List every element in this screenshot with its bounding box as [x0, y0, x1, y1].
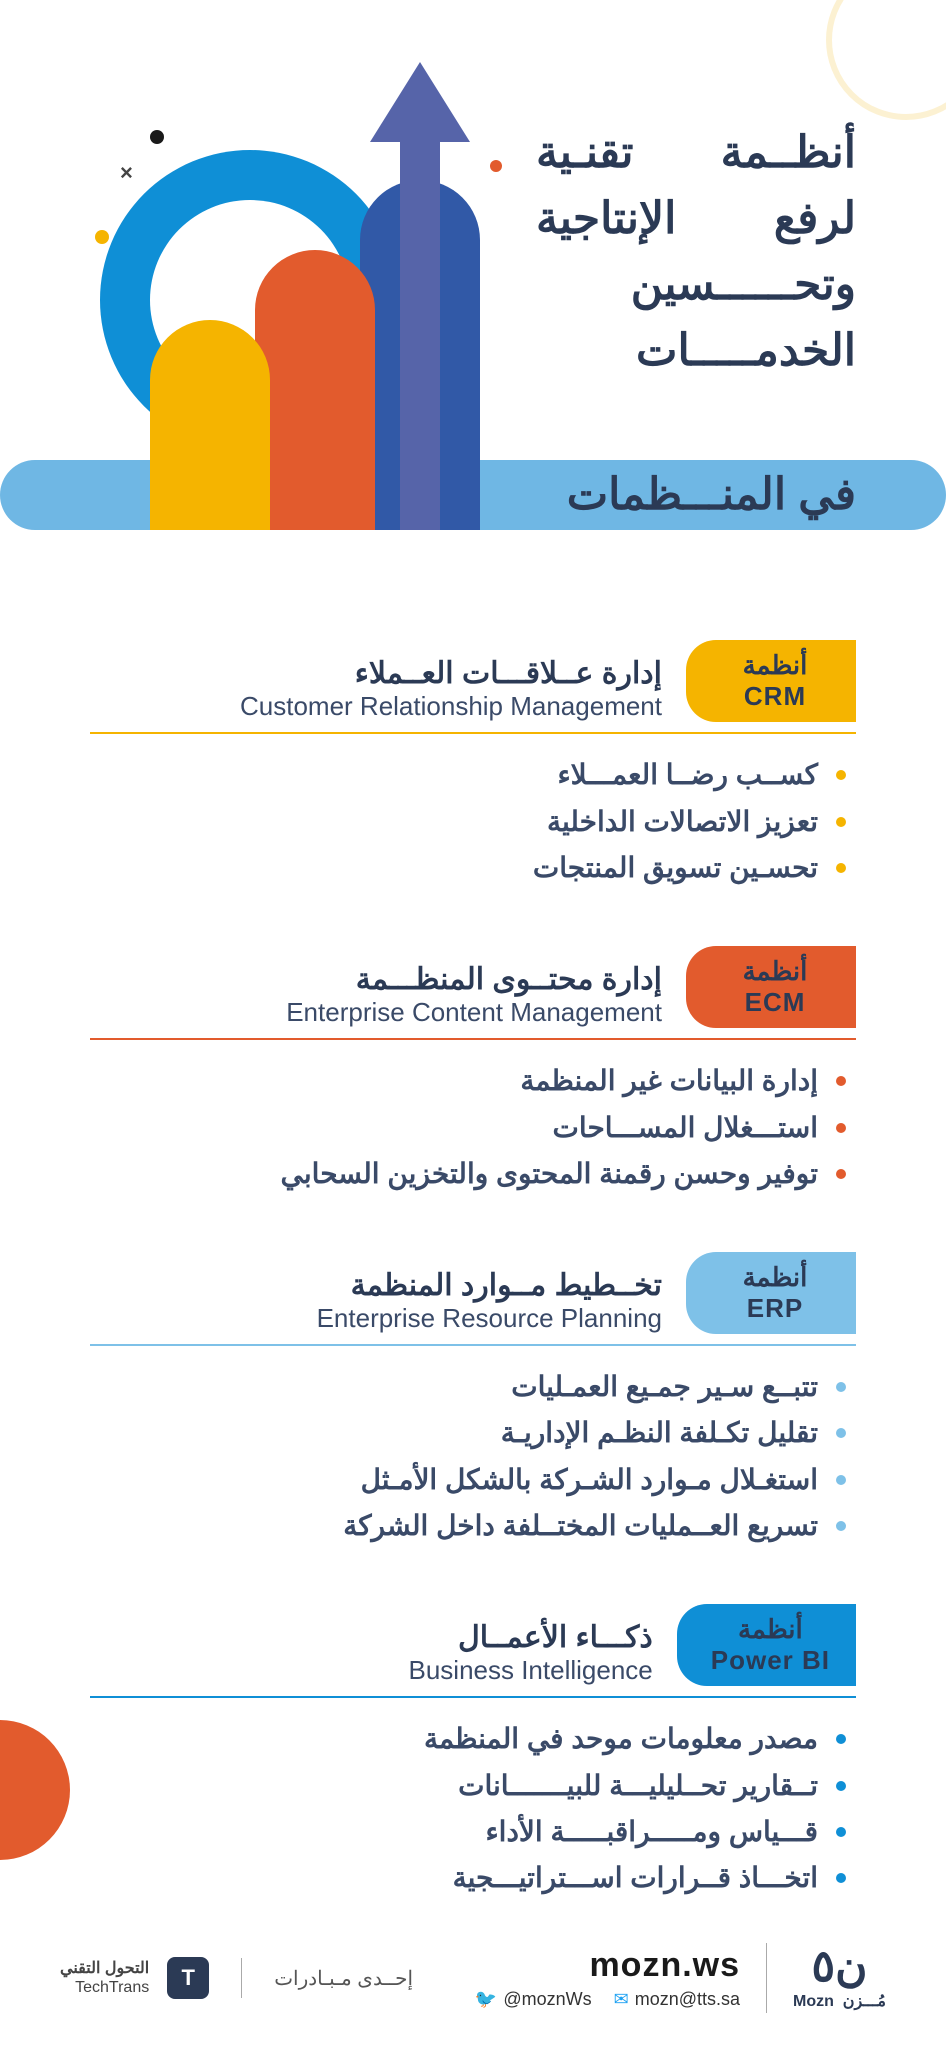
sections: أنظمة CRM إدارة عــلاقـــات العــملاء Cu… — [0, 640, 946, 1956]
decor-dot — [490, 160, 502, 172]
section-title-ar: إدارة محتــوى المنظـــمة — [90, 962, 662, 997]
pill-ar: أنظمة — [711, 1614, 830, 1645]
bullet-item: استـــغلال المســـاحات — [90, 1105, 846, 1151]
pill-en: Power BI — [711, 1645, 830, 1676]
section-header: أنظمة Power BI ذكـــاء الأعمــال Busines… — [90, 1604, 856, 1698]
hero-chart: × — [80, 90, 510, 530]
section-header: أنظمة ERP تخــطيط مــوارد المنظمة Enterp… — [90, 1252, 856, 1346]
techtrans-label: التحول التقني TechTrans — [60, 1959, 149, 1997]
title-line: الخدمـــــات — [536, 318, 856, 384]
section: أنظمة CRM إدارة عــلاقـــات العــملاء Cu… — [90, 640, 856, 891]
bullet-item: اتخـــاذ قــرارات اســـتراتيـــجية — [90, 1855, 846, 1901]
bullet-item: تقليل تكـلفة النظـم الإداريـة — [90, 1410, 846, 1456]
section-title: تخــطيط مــوارد المنظمة Enterprise Resou… — [90, 1268, 662, 1334]
section-pill: أنظمة ERP — [686, 1252, 856, 1334]
chart-bar-2 — [255, 250, 375, 530]
pill-ar: أنظمة — [720, 1262, 830, 1293]
bullet-item: استغـلال مـوارد الشـركة بالشكل الأمـثل — [90, 1457, 846, 1503]
footer-divider — [766, 1943, 767, 2013]
bullet-item: إدارة البيانات غير المنظمة — [90, 1058, 846, 1104]
section-title-en: Business Intelligence — [90, 1655, 653, 1686]
section: أنظمة Power BI ذكـــاء الأعمــال Busines… — [90, 1604, 856, 1901]
bullet-item: تسريع العــمليات المختــلفة داخل الشركة — [90, 1503, 846, 1549]
section-bullets: مصدر معلومات موحد في المنظمةتــقارير تحـ… — [90, 1716, 856, 1901]
bullet-item: كســب رضــا العمـــلاء — [90, 752, 846, 798]
footer-divider — [241, 1958, 242, 1998]
bullet-item: تتبــع سـير جمـيع العمـليات — [90, 1364, 846, 1410]
section: أنظمة ERP تخــطيط مــوارد المنظمة Enterp… — [90, 1252, 856, 1549]
section-title-ar: تخــطيط مــوارد المنظمة — [90, 1268, 662, 1303]
decor-dot — [150, 130, 164, 144]
decor-dot — [95, 230, 109, 244]
title-line: وتحــــــسين — [536, 252, 856, 318]
brand-glyph-icon: ن٥ — [793, 1945, 886, 1989]
email-address: ✉mozn@tts.sa — [614, 1989, 740, 2010]
section-pill: أنظمة Power BI — [677, 1604, 856, 1686]
section-title-ar: ذكـــاء الأعمــال — [90, 1620, 653, 1655]
section-bullets: إدارة البيانات غير المنظمةاستـــغلال الم… — [90, 1058, 856, 1197]
footer-right: mozn.ws 🐦@moznWs ✉mozn@tts.sa ن٥ Mozn مُ… — [475, 1943, 886, 2013]
header: × أنظــمة تقنـية لرفع الإنتاجية وتحـــــ… — [0, 0, 946, 580]
bullet-item: تعزيز الاتصالات الداخلية — [90, 799, 846, 845]
brand-logo: ن٥ Mozn مُـــزن — [793, 1945, 886, 2011]
footer-left: التحول التقني TechTrans T إحــدى مـبـادر… — [60, 1957, 413, 1999]
decor-cross: × — [120, 160, 133, 186]
section: أنظمة ECM إدارة محتــوى المنظـــمة Enter… — [90, 946, 856, 1197]
pill-ar: أنظمة — [720, 650, 830, 681]
pill-en: CRM — [720, 681, 830, 712]
twitter-handle: 🐦@moznWs — [475, 1989, 592, 2010]
bullet-item: قـــياس ومـــــراقبـــــة الأداء — [90, 1809, 846, 1855]
title-line: لرفع الإنتاجية — [536, 186, 856, 252]
contact-block: mozn.ws 🐦@moznWs ✉mozn@tts.sa — [475, 1946, 740, 2010]
twitter-icon: 🐦 — [475, 1989, 497, 2010]
section-bullets: كســب رضــا العمـــلاءتعزيز الاتصالات ال… — [90, 752, 856, 891]
section-pill: أنظمة CRM — [686, 640, 856, 722]
section-bullets: تتبــع سـير جمـيع العمـلياتتقليل تكـلفة … — [90, 1364, 856, 1549]
section-title-en: Enterprise Resource Planning — [90, 1303, 662, 1334]
section-title-en: Customer Relationship Management — [90, 691, 662, 722]
title-block: أنظــمة تقنـية لرفع الإنتاجية وتحــــــس… — [536, 120, 856, 384]
chart-bar-1 — [150, 320, 270, 530]
title-line: أنظــمة تقنـية — [536, 120, 856, 186]
bullet-item: تــقارير تحــليليـــة للبيـــــــانات — [90, 1763, 846, 1809]
section-pill: أنظمة ECM — [686, 946, 856, 1028]
bullet-item: توفير وحسن رقمنة المحتوى والتخزين السحاب… — [90, 1151, 846, 1197]
pill-ar: أنظمة — [720, 956, 830, 987]
mail-icon: ✉ — [614, 1989, 629, 2010]
title-bar-text: في المنـــظمات — [567, 460, 856, 530]
chart-arrow-head — [370, 62, 470, 142]
site-url: mozn.ws — [475, 1946, 740, 1985]
techtrans-badge-icon: T — [167, 1957, 209, 1999]
section-title: إدارة محتــوى المنظـــمة Enterprise Cont… — [90, 962, 662, 1028]
bullet-item: مصدر معلومات موحد في المنظمة — [90, 1716, 846, 1762]
footer: التحول التقني TechTrans T إحــدى مـبـادر… — [0, 1908, 946, 2048]
chart-arrow-stem — [400, 100, 440, 530]
brand-name: Mozn مُـــزن — [793, 1991, 886, 2011]
pill-en: ECM — [720, 987, 830, 1018]
section-title: إدارة عــلاقـــات العــملاء Customer Rel… — [90, 656, 662, 722]
initiative-label: إحــدى مـبـادرات — [274, 1966, 413, 1991]
section-header: أنظمة ECM إدارة محتــوى المنظـــمة Enter… — [90, 946, 856, 1040]
pill-en: ERP — [720, 1293, 830, 1324]
bullet-item: تحسـين تسويق المنتجات — [90, 845, 846, 891]
section-title: ذكـــاء الأعمــال Business Intelligence — [90, 1620, 653, 1686]
section-title-ar: إدارة عــلاقـــات العــملاء — [90, 656, 662, 691]
section-title-en: Enterprise Content Management — [90, 997, 662, 1028]
section-header: أنظمة CRM إدارة عــلاقـــات العــملاء Cu… — [90, 640, 856, 734]
